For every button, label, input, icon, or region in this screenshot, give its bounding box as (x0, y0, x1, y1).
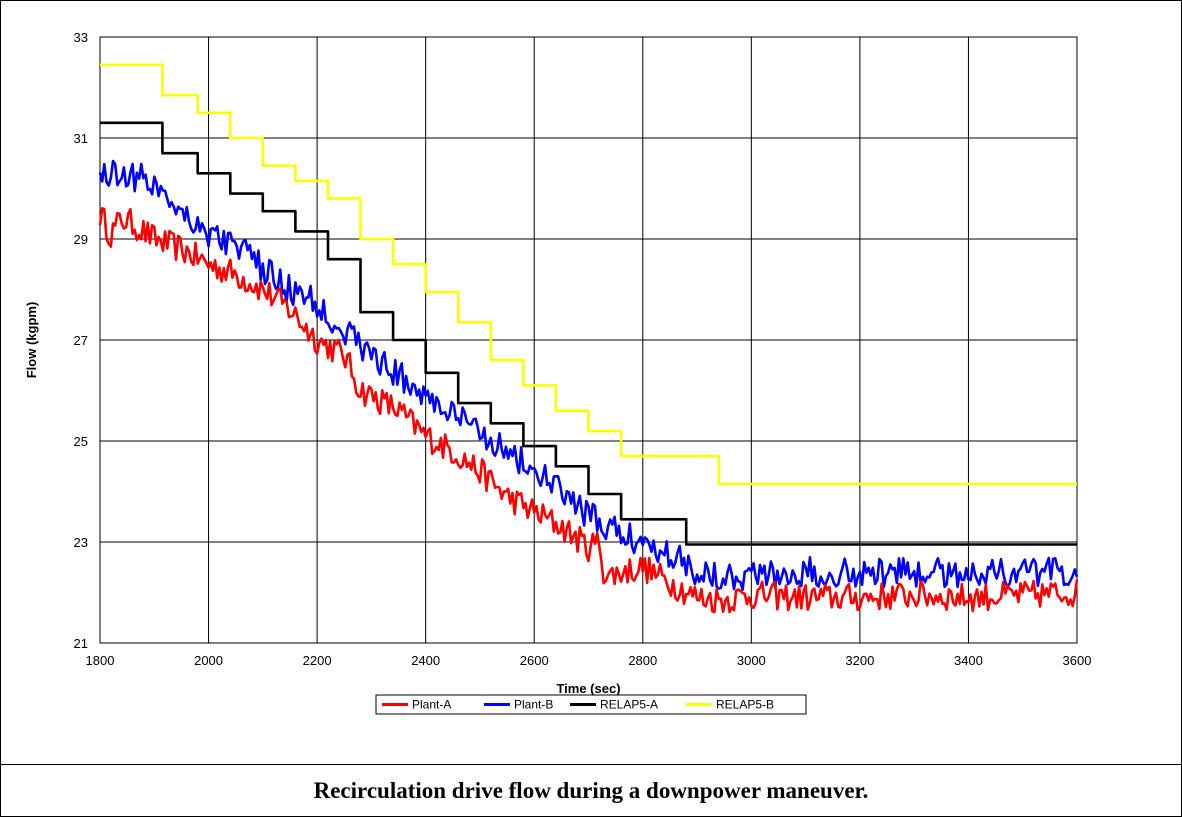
plot-area-border (99, 36, 1078, 644)
legend-label: RELAP5-A (600, 698, 658, 712)
tick-labels: 1800 2000 2200 2400 2600 2800 3000 3200 3400 3600… (74, 30, 1092, 668)
y-tick-label: 23 (74, 535, 88, 550)
y-tick-label: 31 (74, 131, 88, 146)
chart-border (0, 0, 1182, 765)
legend: Plant-A Plant-B RELAP5-A RELAP5-B (375, 694, 807, 715)
legend-label: Plant-A (412, 698, 451, 712)
series-line-relap5-b (100, 63, 1077, 486)
x-tick-label: 3600 (1063, 653, 1092, 668)
y-tick-label: 21 (74, 636, 88, 651)
x-tick-label: 3400 (954, 653, 983, 668)
series-line-relap5-a (100, 121, 1077, 546)
figure-caption: Recirculation drive flow during a downpo… (0, 765, 1182, 817)
y-tick-label: 27 (74, 333, 88, 348)
x-axis-title: Time (sec) (556, 681, 620, 696)
series-line-plant-a (98, 207, 1079, 614)
x-tick-label: 2600 (520, 653, 549, 668)
x-tick-label: 3200 (845, 653, 874, 668)
x-tick-label: 2400 (411, 653, 440, 668)
legend-label: RELAP5-B (716, 698, 774, 712)
y-tick-label: 33 (74, 30, 88, 45)
y-tick-label: 25 (74, 434, 88, 449)
legend-label: Plant-B (514, 698, 553, 712)
x-tick-label: 1800 (86, 653, 115, 668)
x-tick-label: 2000 (194, 653, 223, 668)
x-tick-label: 2800 (628, 653, 657, 668)
chart: 1800 2000 2200 2400 2600 2800 3000 3200 3400 3600… (0, 0, 1182, 765)
series-lines (98, 63, 1079, 614)
series-line-plant-b (98, 159, 1079, 591)
y-axis-title: Flow (kgpm) (24, 302, 39, 379)
x-tick-label: 3000 (737, 653, 766, 668)
x-tick-label: 2200 (303, 653, 332, 668)
y-tick-label: 29 (74, 232, 88, 247)
